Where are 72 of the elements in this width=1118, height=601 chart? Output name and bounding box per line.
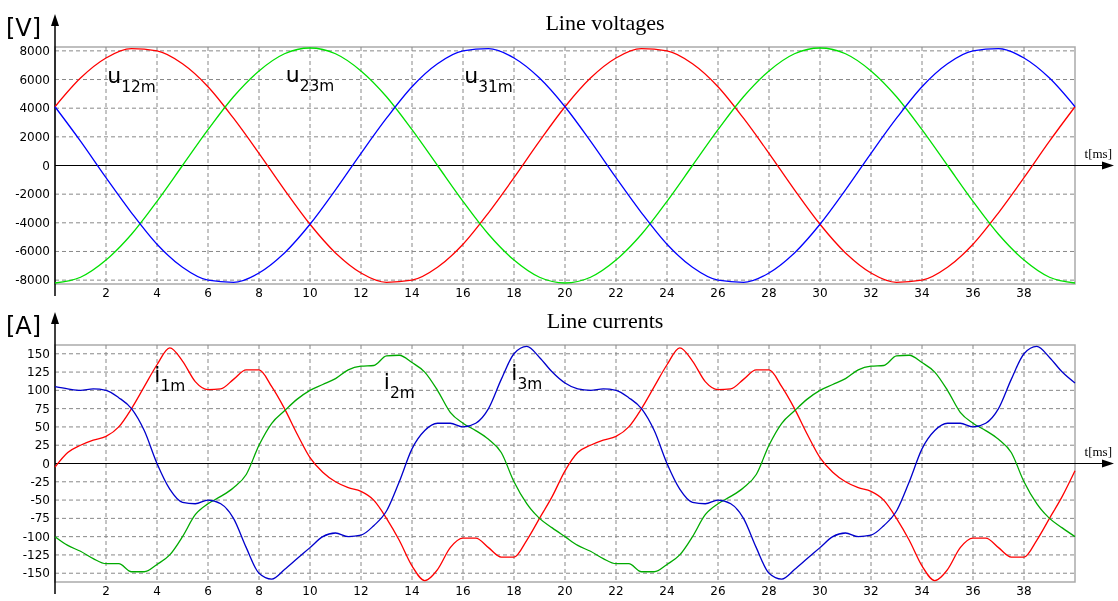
x-tick-label: 6 [204,286,212,300]
x-tick-label: 10 [302,286,318,300]
x-tick-label: 14 [404,584,420,598]
y-tick-label: 50 [34,419,50,434]
x-tick-label: 36 [965,286,981,300]
series-label: i$_{2m}$ [383,369,415,403]
x-tick-label: 38 [1016,584,1032,598]
x-tick-label: 30 [812,584,828,598]
y-tick-label: 8000 [19,43,50,58]
y-tick-label: 25 [34,438,50,453]
x-tick-label: 24 [659,584,675,598]
y-tick-label: -150 [22,566,50,581]
x-tick-label: 16 [455,286,471,300]
x-tick-label: 6 [204,584,212,598]
series-label: i$_{1m}$ [154,361,186,395]
x-tick-label: 8 [255,286,263,300]
x-tick-label: 26 [710,584,726,598]
x-tick-label: 30 [812,286,828,300]
y-tick-label: 125 [27,365,50,380]
y-tick-label: -8000 [15,273,50,288]
x-tick-label: 12 [353,584,369,598]
x-tick-label: 26 [710,286,726,300]
y-tick-label: -4000 [15,215,50,230]
y-tick-label: -75 [30,511,50,526]
x-tick-label: 4 [153,584,161,598]
y-tick-label: 4000 [19,101,50,116]
x-tick-label: 12 [353,286,369,300]
x-tick-label: 22 [608,286,624,300]
x-tick-label: 24 [659,286,675,300]
y-tick-label: 75 [34,401,50,416]
x-tick-label: 14 [404,286,420,300]
x-axis-title: t[ms] [1084,145,1112,161]
y-tick-label: 0 [42,456,50,471]
y-tick-label: -50 [30,493,50,508]
y-tick-label: 0 [42,158,50,173]
x-tick-label: 4 [153,286,161,300]
x-tick-label: 34 [914,584,930,598]
x-tick-label: 20 [557,584,573,598]
x-axis-title: t[ms] [1084,443,1112,459]
series-label: u$_{23m}$ [285,62,335,95]
x-tick-label: 10 [302,584,318,598]
x-tick-label: 38 [1016,286,1032,300]
x-tick-label: 2 [102,584,110,598]
x-tick-label: 28 [761,286,777,300]
y-tick-label: 2000 [19,129,50,144]
y-tick-label: 150 [27,346,50,361]
series-label: i$_{3m}$ [511,360,543,394]
x-tick-label: 16 [455,584,471,598]
x-tick-label: 18 [506,584,522,598]
x-tick-label: 32 [863,286,879,300]
y-tick-label: -25 [30,474,50,489]
x-tick-label: 28 [761,584,777,598]
x-tick-label: 18 [506,286,522,300]
x-tick-label: 2 [102,286,110,300]
x-tick-label: 8 [255,584,263,598]
y-tick-label: -125 [22,547,50,562]
x-tick-label: 34 [914,286,930,300]
y-tick-label: -2000 [15,187,50,202]
x-tick-label: 36 [965,584,981,598]
series-label: u$_{12m}$ [107,62,156,96]
y-tick-label: -6000 [15,244,50,259]
y-axis-title: [V] [6,14,42,42]
series-label: u$_{31m}$ [464,62,513,96]
x-tick-label: 32 [863,584,879,598]
y-axis-title: [A] [6,312,42,340]
y-tick-label: 100 [27,383,50,398]
chart-title: Line voltages [545,10,665,35]
chart-title: Line currents [546,308,664,333]
y-tick-label: -100 [22,529,50,544]
x-tick-label: 20 [557,286,573,300]
x-tick-label: 22 [608,584,624,598]
y-tick-label: 6000 [19,72,50,87]
